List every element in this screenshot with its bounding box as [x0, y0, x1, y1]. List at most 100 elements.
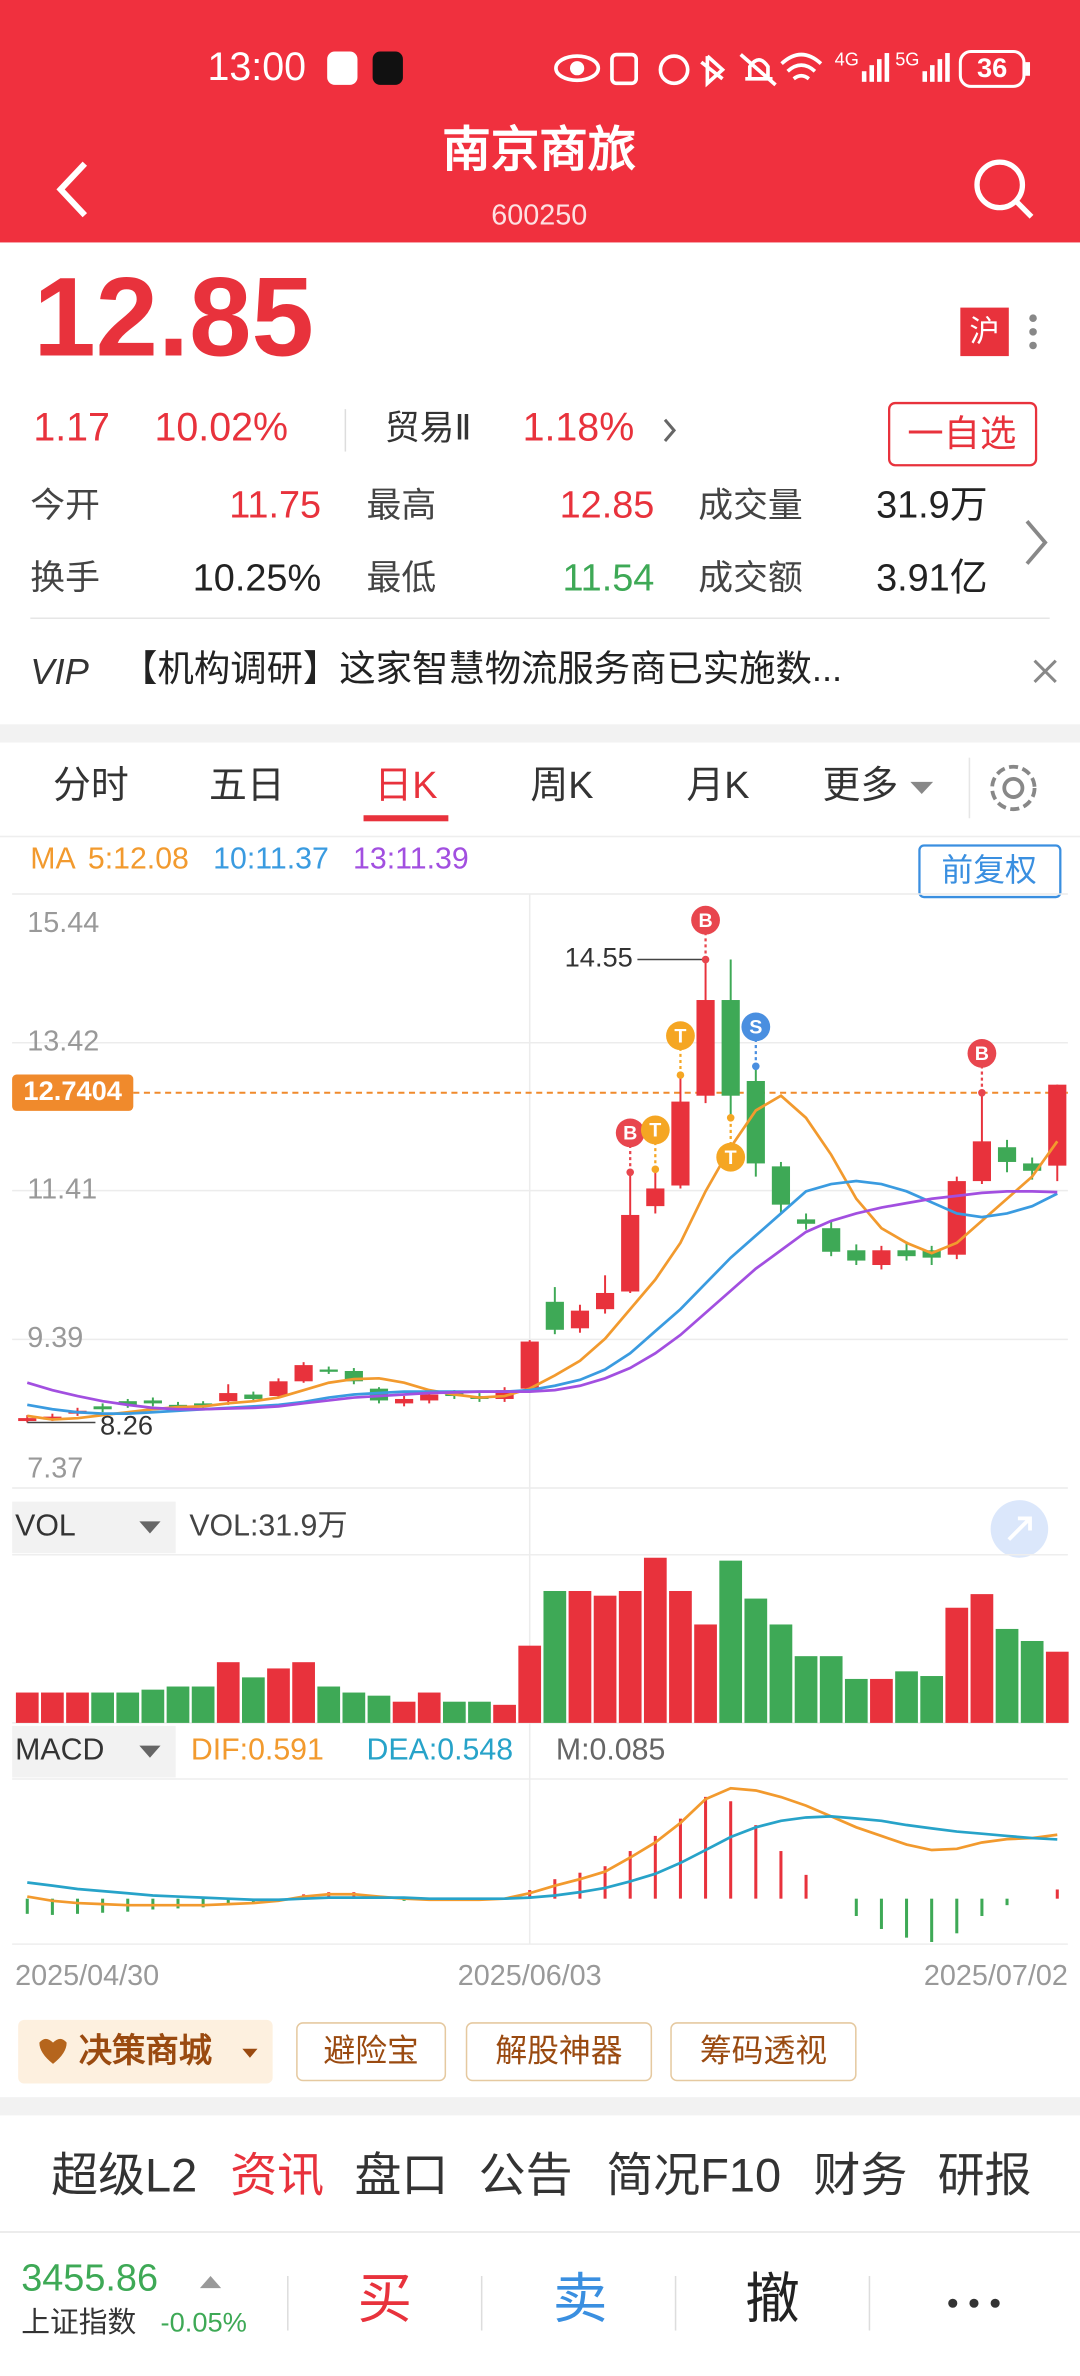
info-tab[interactable]: 超级L2 [51, 2148, 197, 2201]
volume-bar [442, 1701, 466, 1723]
sell-button[interactable]: 卖 [553, 2269, 608, 2330]
volume-bar [1020, 1640, 1044, 1723]
stock-name: 南京商旅 [442, 123, 636, 177]
tab[interactable]: 分时 [53, 765, 129, 807]
index-name[interactable]: 上证指数 [21, 2307, 136, 2339]
tool-label[interactable]: 决策商城 [79, 2033, 212, 2070]
candle-body [595, 1292, 615, 1310]
candle-body [495, 1390, 514, 1399]
tab[interactable]: 更多 [823, 765, 899, 807]
signal-label: T [649, 1120, 661, 1142]
signal-badge [666, 1021, 695, 1051]
candle-body [319, 1369, 338, 1372]
battery [958, 50, 1026, 88]
sector-name[interactable]: 贸易Ⅱ [385, 409, 472, 448]
vol-label[interactable]: VOL [15, 1509, 76, 1542]
candle-body [43, 1416, 62, 1420]
watchlist-button[interactable] [888, 401, 1038, 467]
footer-dividers [287, 2275, 871, 2331]
dropdown-arrow[interactable] [139, 1521, 161, 1534]
candle-body [646, 1188, 665, 1207]
dropdown-arrow[interactable] [910, 781, 934, 795]
more-dots[interactable] [1029, 314, 1037, 350]
tool-label[interactable]: 解股神器 [495, 2033, 622, 2069]
candle-body [972, 1141, 992, 1182]
tool-label[interactable]: 避险宝 [323, 2033, 418, 2069]
info-tab-active[interactable]: 资讯 [230, 2148, 324, 2201]
candle-body [570, 1310, 590, 1329]
back-button[interactable] [56, 161, 88, 218]
news-text[interactable]: 【机构调研】这家智慧物流服务商已实施数... [121, 648, 842, 689]
search-button[interactable] [974, 159, 1034, 219]
cancel-button[interactable]: 撤 [745, 2269, 800, 2330]
signal-dot [752, 1062, 760, 1071]
battery-cap [1025, 62, 1031, 76]
volume-bar [518, 1645, 542, 1723]
stat-label: 成交量 [698, 486, 802, 525]
adjust-button[interactable] [918, 844, 1062, 899]
signal-label: B [975, 1043, 989, 1065]
index-change: -0.05% [161, 2307, 247, 2338]
tab-active[interactable]: 日K [374, 765, 437, 807]
stat-value: 11.54 [562, 557, 654, 599]
tab-underline [363, 815, 449, 822]
volume-bar [392, 1701, 416, 1723]
macd-label[interactable]: MACD [15, 1734, 104, 1767]
signal-badge [640, 1115, 670, 1145]
more-button[interactable] [948, 2298, 1000, 2308]
dropdown-arrow[interactable] [139, 1745, 161, 1758]
candle-body [395, 1398, 414, 1404]
ma-legend: 5:12.08 [88, 843, 189, 876]
x-tick-label: 2025/04/30 [15, 1960, 159, 1992]
volume-bar [719, 1560, 743, 1723]
stats-expand[interactable] [1025, 520, 1048, 565]
watchlist-label[interactable]: 一自选 [907, 413, 1016, 454]
volume-bar [669, 1590, 692, 1723]
dea-line [27, 1815, 1058, 1902]
ma-legend: 13:11.39 [353, 843, 469, 876]
vip-badge: VIP [30, 651, 89, 692]
tool-button[interactable] [296, 2022, 447, 2082]
tab[interactable]: 月K [686, 765, 749, 807]
volume-bar [141, 1689, 165, 1723]
tool-button[interactable] [670, 2022, 857, 2082]
candle-body [545, 1301, 564, 1330]
sector-change: 1.18% [523, 406, 635, 450]
kline-chart: 5:12.08 10:11.37 13:11.39 15.44 13.42 11.41 9.… [12, 843, 1069, 1992]
gap [0, 2097, 1080, 2116]
sector-arrow[interactable] [663, 418, 677, 442]
settings-button[interactable] [990, 764, 1037, 812]
volume-bar [744, 1598, 768, 1723]
index-value[interactable]: 3455.86 [21, 2258, 158, 2300]
info-tab[interactable]: 简况F10 [606, 2148, 781, 2201]
news-close[interactable] [1033, 659, 1057, 683]
candle-body [947, 1181, 966, 1255]
candle-body [721, 1000, 740, 1096]
volume-bar [267, 1668, 290, 1723]
y-tick-label: 15.44 [27, 907, 99, 939]
volume-bar [292, 1662, 315, 1723]
signal-badge [967, 1038, 997, 1068]
volume-bar [116, 1692, 140, 1723]
info-tab[interactable]: 研报 [938, 2148, 1032, 2201]
tool-button[interactable] [18, 2019, 273, 2084]
info-tab[interactable]: 盘口 [354, 2148, 448, 2201]
vol-value: VOL:31.9万 [189, 1509, 347, 1542]
tool-label[interactable]: 筹码透视 [700, 2033, 827, 2069]
signal-badge [716, 1142, 746, 1172]
tab[interactable]: 五日 [209, 765, 285, 807]
stat-value: 12.85 [560, 485, 655, 527]
volume-bar [970, 1594, 994, 1723]
info-tab[interactable]: 财务 [813, 2148, 907, 2201]
stat-label: 成交额 [698, 559, 802, 598]
candle-body [771, 1166, 791, 1205]
buy-button[interactable]: 买 [357, 2269, 412, 2330]
info-tab[interactable]: 公告 [479, 2148, 573, 2201]
adjust-label[interactable]: 前复权 [941, 852, 1036, 888]
signal-label: B [623, 1123, 637, 1145]
tool-button[interactable] [465, 2022, 653, 2082]
dropdown-arrow[interactable] [242, 2048, 258, 2058]
tab[interactable]: 周K [530, 765, 593, 807]
candle-body [696, 1000, 715, 1096]
